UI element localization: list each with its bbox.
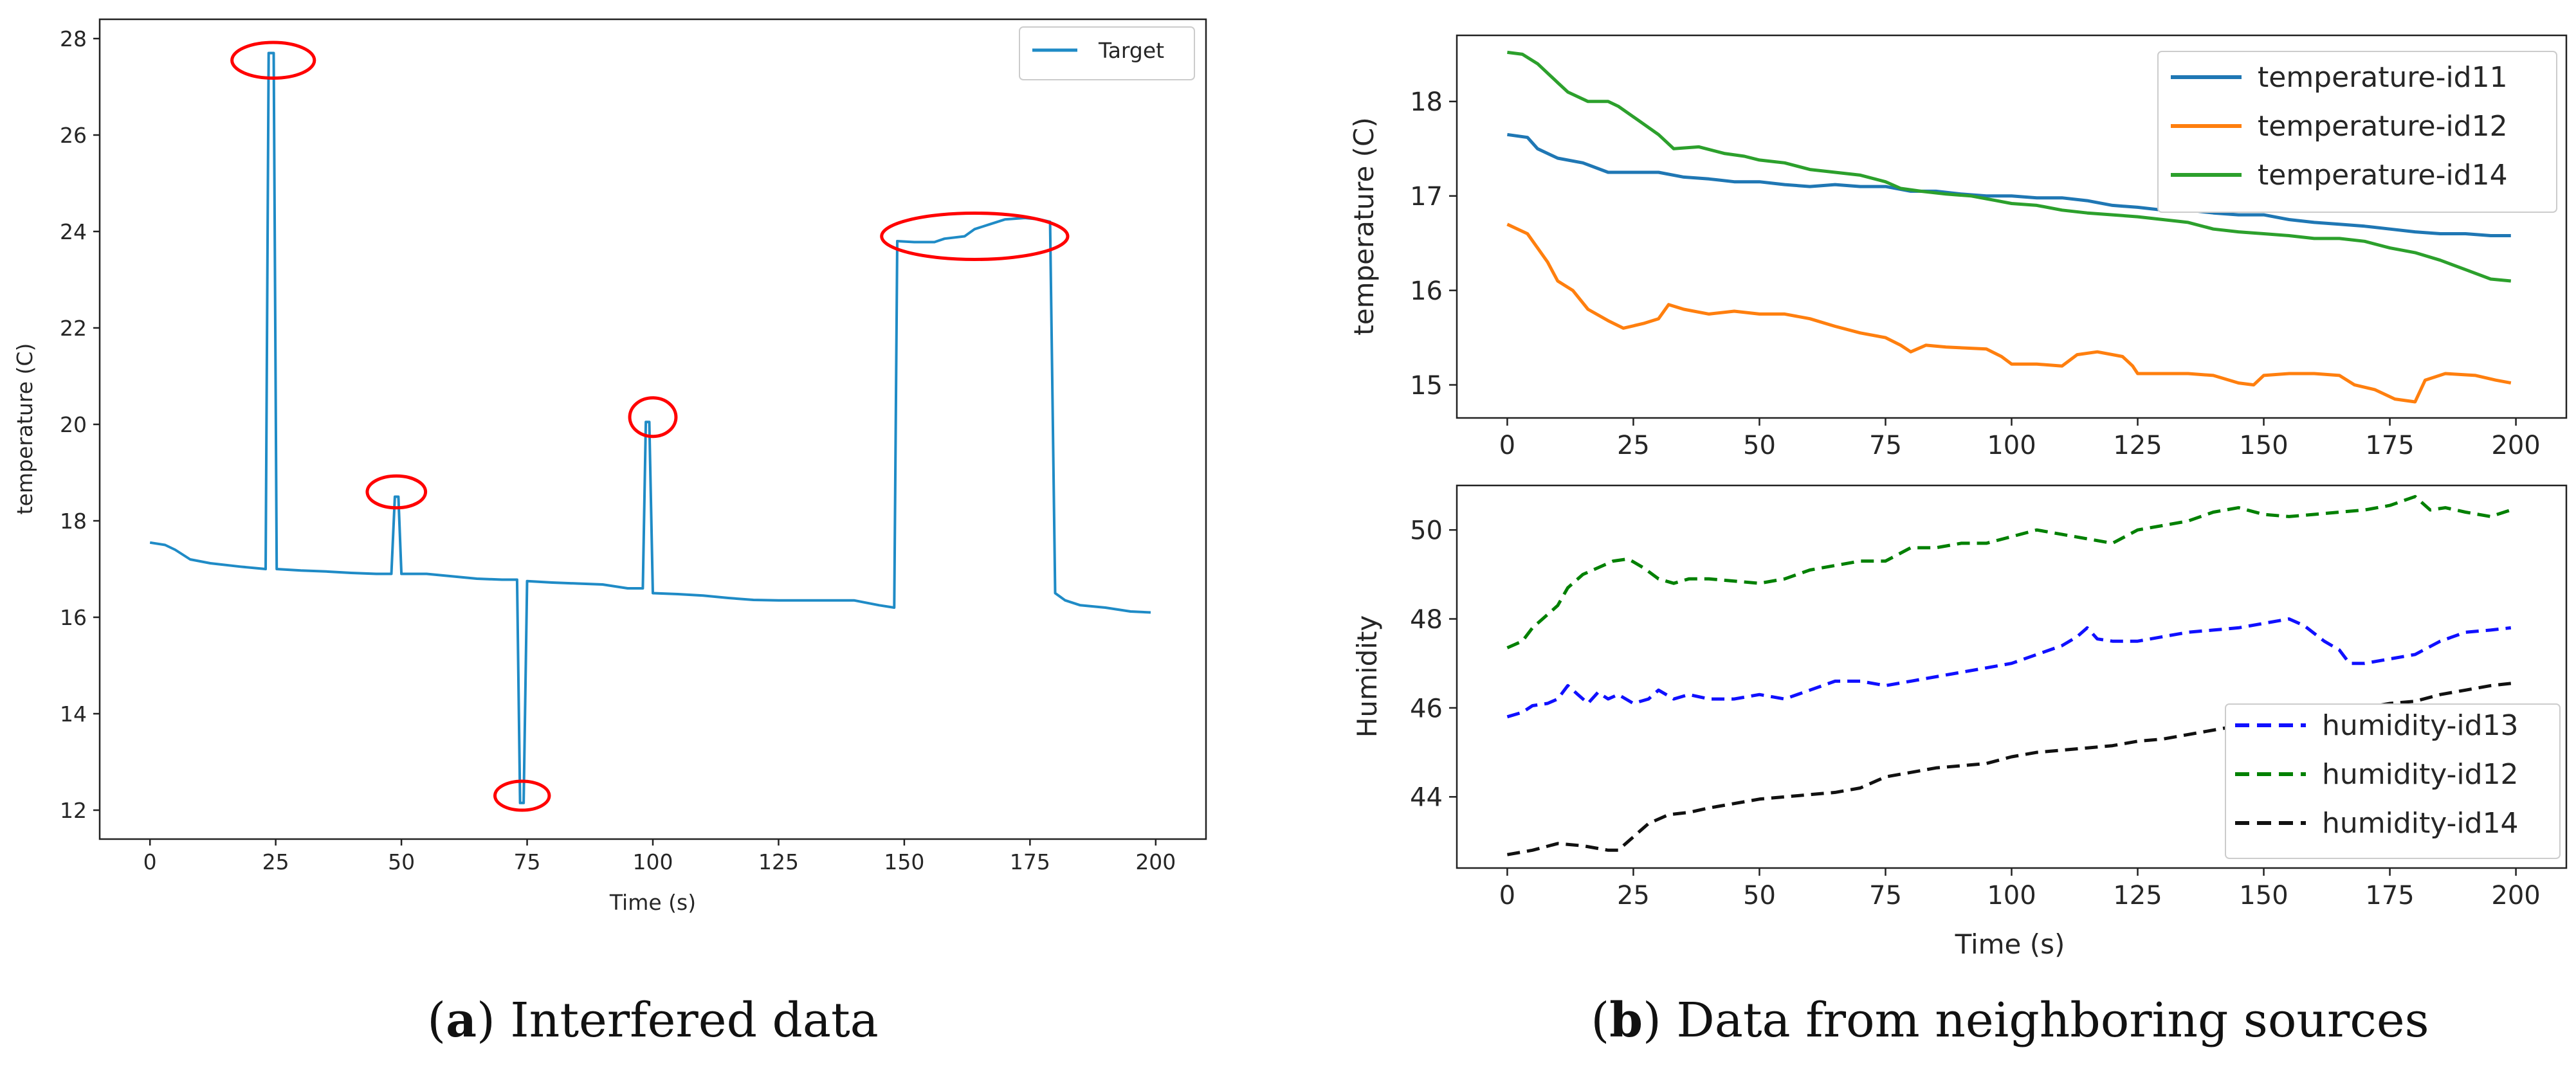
x-axis-label: Time (s) — [1955, 928, 2065, 960]
y-tick-label: 50 — [1410, 516, 1443, 546]
series-line-humidity-id13 — [1506, 617, 2512, 719]
legend: Target — [1019, 26, 1195, 80]
legend-box — [1019, 26, 1195, 80]
y-tick-label: 16 — [1410, 276, 1443, 306]
legend: humidity-id13 humidity-id12 humidity-id1… — [2225, 703, 2561, 859]
x-tick-label: 175 — [2365, 881, 2414, 910]
series-line-temperature-id14 — [1507, 50, 2512, 283]
chart-interfered-data: 0 25 50 75 100 125 150 175 200 12 14 16 18 20 22 24 26 28… — [12, 18, 1207, 915]
x-tick-label: 100 — [1987, 881, 2036, 910]
anomaly-highlight-circle — [493, 779, 551, 812]
y-tick-label: 46 — [1410, 694, 1443, 723]
x-tick-label: 0 — [143, 849, 157, 874]
series-layer — [1506, 50, 2512, 404]
y-tick-label: 24 — [60, 219, 87, 244]
series-line-Target — [149, 51, 1151, 804]
x-tick-label: 25 — [1617, 881, 1650, 910]
caption-a-letter: a — [446, 993, 477, 1048]
series-line-temperature-id12 — [1506, 222, 2512, 404]
x-tick-label: 150 — [2239, 881, 2288, 910]
legend: temperature-id11 temperature-id12 temper… — [2157, 51, 2557, 213]
x-tick-label: 150 — [2239, 431, 2288, 460]
y-axis-label: Humidity — [1351, 615, 1383, 738]
series-line-temperature-id11 — [1507, 132, 2511, 237]
caption-a-text: Interfered data — [510, 993, 878, 1048]
legend-label-h12: humidity-id12 — [2322, 758, 2519, 791]
x-tick-label: 0 — [1499, 431, 1515, 460]
caption-b: (b) Data from neighboring sources — [1591, 993, 2429, 1048]
x-tick-label: 75 — [1869, 881, 1902, 910]
highlight-layer — [230, 41, 1070, 812]
x-tick-label: 100 — [633, 849, 673, 874]
y-tick-label: 20 — [60, 412, 87, 437]
x-axis-label: Time (s) — [609, 890, 696, 915]
y-axis-label: temperature (C) — [12, 343, 37, 515]
axis-ticks: 0 25 50 75 100 125 150 175 200 44 46 48 50 — [1410, 516, 2541, 910]
x-tick-label: 150 — [884, 849, 924, 874]
anomaly-highlight-circle — [365, 474, 428, 510]
x-tick-label: 75 — [1869, 431, 1902, 460]
x-tick-label: 175 — [2365, 431, 2414, 460]
series-line-humidity-id12 — [1506, 494, 2512, 649]
x-tick-label: 50 — [1743, 881, 1776, 910]
axis-ticks: 0 25 50 75 100 125 150 175 200 15 16 17 18 — [1410, 87, 2541, 460]
caption-b-letter: b — [1609, 993, 1643, 1048]
x-tick-label: 200 — [1135, 849, 1176, 874]
series-layer — [149, 51, 1151, 804]
y-tick-label: 15 — [1410, 371, 1443, 401]
x-tick-label: 50 — [1743, 431, 1776, 460]
y-tick-label: 22 — [60, 316, 87, 341]
x-tick-label: 125 — [2113, 881, 2162, 910]
anomaly-highlight-circle — [880, 212, 1070, 261]
legend-label-h14: humidity-id14 — [2322, 807, 2519, 840]
legend-label-target: Target — [1098, 38, 1164, 63]
x-tick-label: 25 — [1617, 431, 1650, 460]
legend-label-id14: temperature-id14 — [2258, 159, 2508, 192]
x-tick-label: 25 — [262, 849, 289, 874]
x-tick-label: 200 — [2491, 431, 2540, 460]
y-tick-label: 44 — [1410, 783, 1443, 813]
y-tick-label: 16 — [60, 605, 87, 630]
x-tick-label: 50 — [388, 849, 415, 874]
legend-box — [2225, 703, 2561, 859]
anomaly-highlight-circle — [628, 396, 678, 439]
y-axis-label: temperature (C) — [1348, 117, 1380, 335]
y-tick-label: 17 — [1410, 182, 1443, 212]
x-tick-label: 125 — [758, 849, 799, 874]
x-tick-label: 75 — [514, 849, 541, 874]
y-tick-label: 12 — [60, 798, 87, 823]
anomaly-highlight-circle — [230, 41, 316, 80]
series-layer — [1506, 494, 2512, 856]
x-tick-label: 100 — [1987, 431, 2036, 460]
x-tick-label: 175 — [1010, 849, 1050, 874]
legend-label-h13: humidity-id13 — [2322, 709, 2519, 742]
chart-neighbor-temperature: 0 25 50 75 100 125 150 175 200 15 16 17 18 temperatu… — [1348, 34, 2568, 460]
y-tick-label: 48 — [1410, 605, 1443, 635]
legend-label-id12: temperature-id12 — [2258, 110, 2508, 143]
x-tick-label: 0 — [1499, 881, 1515, 910]
legend-label-id11: temperature-id11 — [2258, 61, 2508, 94]
y-tick-label: 18 — [1410, 87, 1443, 117]
y-tick-label: 28 — [60, 26, 87, 51]
y-tick-label: 18 — [60, 509, 87, 534]
caption-b-text: Data from neighboring sources — [1676, 993, 2429, 1048]
axis-ticks: 0 25 50 75 100 125 150 175 200 12 14 16 18 20 22 24 26 28 — [60, 26, 1176, 874]
y-tick-label: 14 — [60, 701, 87, 727]
x-tick-label: 125 — [2113, 431, 2162, 460]
y-tick-label: 26 — [60, 123, 87, 148]
x-tick-label: 200 — [2491, 881, 2540, 910]
caption-a: (a) Interfered data — [427, 993, 879, 1048]
legend-box — [2157, 51, 2557, 213]
